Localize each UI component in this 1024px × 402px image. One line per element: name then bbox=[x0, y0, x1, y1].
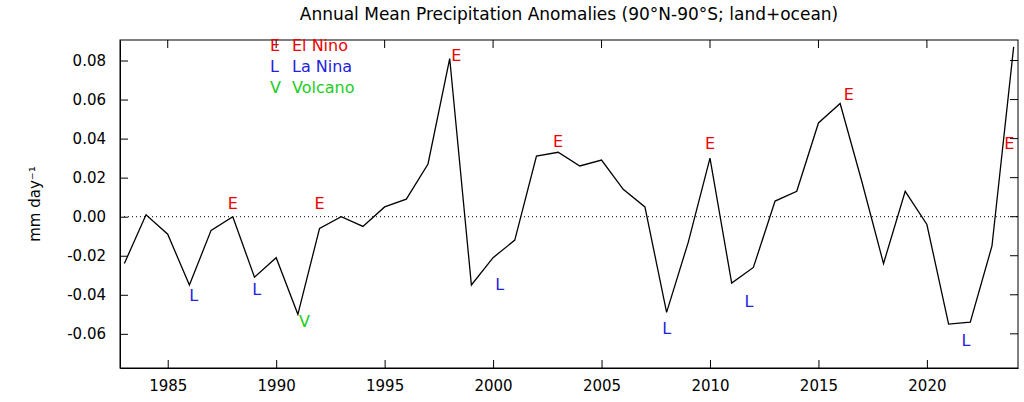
annotation: E bbox=[1004, 134, 1014, 153]
legend: E El Nino L La Nina V Volcano bbox=[270, 36, 354, 97]
x-tick-mark bbox=[168, 360, 169, 368]
annotation: E bbox=[705, 134, 715, 153]
annotation: L bbox=[745, 292, 754, 311]
x-axis: 1985 1990 1995 2000 2005 2010 2015 2020 bbox=[121, 360, 1019, 395]
x-tick-label: 2000 bbox=[474, 377, 512, 395]
x-tick-label: 1995 bbox=[366, 377, 404, 395]
legend-label: El Nino bbox=[292, 36, 348, 55]
annotation: L bbox=[662, 319, 671, 338]
y-tick-label: 0.04 bbox=[73, 130, 106, 148]
x-tick-mark bbox=[602, 360, 603, 368]
x-tick: 2020 bbox=[908, 360, 946, 395]
x-tick-mark bbox=[818, 360, 819, 368]
x-tick-mark-top bbox=[709, 40, 710, 48]
x-tick: 2005 bbox=[583, 360, 621, 395]
annotation: E bbox=[451, 46, 461, 65]
annotations: LELVEELELELELE bbox=[189, 46, 1014, 350]
x-tick-mark-top bbox=[926, 40, 927, 48]
y-tick: -0.04 bbox=[67, 286, 128, 304]
y-tick-mark-right bbox=[1010, 60, 1018, 61]
x-tick-mark bbox=[276, 360, 277, 368]
legend-symbol: V bbox=[270, 78, 281, 97]
y-tick-label: -0.04 bbox=[67, 286, 106, 304]
y-tick-mark bbox=[120, 295, 128, 296]
y-tick-mark-right bbox=[1010, 177, 1018, 178]
x-tick-mark-top bbox=[384, 40, 385, 48]
x-tick-label: 2005 bbox=[583, 377, 621, 395]
y-tick-mark-right bbox=[1010, 333, 1018, 334]
y-tick: -0.06 bbox=[67, 325, 128, 343]
x-tick: 2015 bbox=[800, 360, 838, 395]
frame bbox=[120, 40, 1018, 368]
x-tick-label: 2010 bbox=[691, 377, 729, 395]
x-tick-label: 1990 bbox=[258, 377, 296, 395]
x-tick-label: 1985 bbox=[149, 377, 187, 395]
x-tick: 1990 bbox=[258, 360, 296, 395]
chart: 19851990199520002005201020152020-0.06-0.… bbox=[0, 0, 1024, 402]
x-tick-mark bbox=[385, 360, 386, 368]
y-tick-mark-right bbox=[1010, 255, 1018, 256]
annotation: E bbox=[553, 132, 563, 151]
x-tick-mark-top bbox=[818, 40, 819, 48]
y-tick-label: 0.02 bbox=[73, 169, 106, 187]
x-tick-mark bbox=[927, 360, 928, 368]
legend-label: La Nina bbox=[292, 57, 352, 76]
y-tick-mark-right bbox=[1010, 99, 1018, 100]
annotation: L bbox=[961, 331, 970, 350]
plot: 19851990199520002005201020152020-0.06-0.… bbox=[67, 40, 1018, 395]
x-tick-mark bbox=[493, 360, 494, 368]
y-tick-mark bbox=[120, 61, 128, 62]
data-line bbox=[124, 47, 1013, 324]
annotation: L bbox=[495, 275, 504, 294]
y-tick-label: -0.06 bbox=[67, 325, 106, 343]
y-axis-title: mm day⁻¹ bbox=[26, 166, 44, 242]
data-area bbox=[120, 47, 1018, 324]
annotation: L bbox=[252, 280, 261, 299]
y-tick-label: 0.08 bbox=[73, 52, 106, 70]
x-tick-mark-top bbox=[167, 40, 168, 48]
y-tick-mark bbox=[120, 139, 128, 140]
annotation: L bbox=[189, 286, 198, 305]
legend-symbol: E bbox=[270, 36, 280, 55]
y-tick-label: 0.06 bbox=[73, 91, 106, 109]
x-tick-mark-top bbox=[601, 40, 602, 48]
x-tick: 1985 bbox=[149, 360, 187, 395]
legend-symbol: L bbox=[270, 57, 279, 76]
y-tick-label: -0.02 bbox=[67, 247, 106, 265]
x-tick: 1995 bbox=[366, 360, 404, 395]
legend-label: Volcano bbox=[292, 78, 354, 97]
title: Annual Mean Precipitation Anomalies (90°… bbox=[300, 4, 838, 24]
x-tick: 2000 bbox=[474, 360, 512, 395]
x-tick: 2010 bbox=[691, 360, 729, 395]
y-tick-mark bbox=[120, 334, 128, 335]
reference-line bbox=[120, 216, 1018, 217]
x-tick-label: 2020 bbox=[908, 377, 946, 395]
y-tick-label: 0.00 bbox=[73, 208, 106, 226]
y-tick-mark bbox=[120, 178, 128, 179]
x-tick-mark-top bbox=[493, 40, 494, 48]
y-axis: -0.06 -0.04 -0.02 0.00 0.02 0.04 0.06 0.08 bbox=[67, 41, 128, 369]
x-tick-label: 2015 bbox=[800, 377, 838, 395]
annotation: E bbox=[315, 194, 325, 213]
y-tick-mark-right bbox=[1010, 294, 1018, 295]
annotation: E bbox=[844, 85, 854, 104]
y-tick-mark bbox=[120, 100, 128, 101]
y-tick: -0.02 bbox=[67, 247, 128, 265]
annotation: E bbox=[228, 194, 238, 213]
x-tick-mark bbox=[710, 360, 711, 368]
annotation: V bbox=[299, 312, 310, 331]
